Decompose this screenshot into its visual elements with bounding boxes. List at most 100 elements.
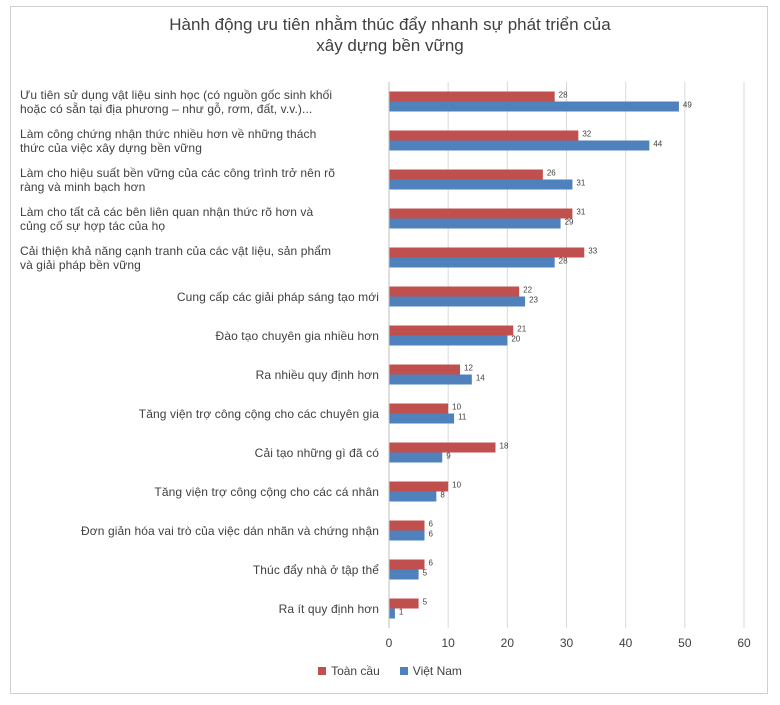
category-label-3-line-1: củng cố sự hợp tác của họ: [20, 218, 166, 233]
x-tick-label-60: 60: [737, 636, 751, 650]
legend-label-global: Toàn cầu: [331, 664, 380, 678]
bar-global-9: [389, 442, 496, 453]
data-label-vietnam-13: 1: [399, 608, 404, 617]
category-label-3-line-0: Làm cho tất cả các bên liên quan nhận th…: [20, 204, 314, 219]
bar-global-12: [389, 559, 425, 570]
category-label-1: Làm công chứng nhận thức nhiều hơn về nh…: [20, 127, 379, 155]
data-label-global-6: 21: [517, 325, 526, 334]
bar-vietnam-6: [389, 335, 508, 346]
data-label-global-3: 31: [576, 208, 585, 217]
bar-global-4: [389, 247, 585, 258]
bar-global-10: [389, 481, 449, 492]
category-label-11-line-0: Đơn giản hóa vai trò của việc dán nhãn v…: [81, 523, 379, 538]
category-label-4: Cải thiện khả năng cạnh tranh của các vậ…: [20, 244, 379, 272]
data-label-vietnam-9: 9: [446, 452, 451, 461]
legend: Toàn cầu Việt Nam: [0, 664, 780, 678]
data-label-vietnam-7: 14: [476, 374, 485, 383]
category-label-4-line-1: và giải pháp bền vững: [20, 257, 141, 272]
data-label-vietnam-8: 11: [458, 413, 467, 422]
category-label-0: Ưu tiên sử dụng vật liệu sinh học (có ng…: [20, 88, 379, 116]
x-tick-label-0: 0: [386, 636, 393, 650]
category-label-8: Tăng viện trợ công cộng cho các chuyên g…: [20, 407, 379, 421]
bar-global-3: [389, 208, 573, 219]
category-label-2-line-0: Làm cho hiệu suất bền vững của các công …: [20, 165, 336, 180]
bar-global-0: [389, 91, 555, 102]
category-label-6: Đào tạo chuyên gia nhiều hơn: [20, 329, 379, 343]
x-tick-label-50: 50: [678, 636, 692, 650]
category-label-1-line-0: Làm công chứng nhận thức nhiều hơn về nh…: [20, 126, 317, 141]
data-label-vietnam-1: 44: [653, 140, 662, 149]
chart-title: Hành động ưu tiên nhằm thúc đẩy nhanh sự…: [0, 14, 780, 56]
category-label-8-line-0: Tăng viện trợ công cộng cho các chuyên g…: [138, 406, 379, 421]
legend-swatch-vietnam: [399, 667, 408, 675]
legend-item-global: Toàn cầu: [318, 664, 380, 678]
category-label-12: Thúc đẩy nhà ở tập thể: [20, 563, 379, 577]
bar-global-8: [389, 403, 449, 414]
category-label-2-line-1: ràng và minh bạch hơn: [20, 179, 146, 194]
category-label-7-line-0: Ra nhiều quy định hơn: [255, 367, 379, 382]
data-label-vietnam-5: 23: [529, 296, 538, 305]
x-tick-label-40: 40: [619, 636, 633, 650]
bar-vietnam-0: [389, 101, 679, 112]
data-label-global-9: 18: [500, 442, 509, 451]
x-tick-label-10: 10: [441, 636, 455, 650]
category-label-9-line-0: Cải tạo những gì đã có: [254, 445, 379, 460]
data-label-vietnam-11: 6: [429, 530, 434, 539]
data-label-vietnam-0: 49: [683, 101, 692, 110]
data-label-global-4: 33: [588, 247, 597, 256]
category-label-5-line-0: Cung cấp các giải pháp sáng tạo mới: [176, 289, 379, 304]
category-label-6-line-0: Đào tạo chuyên gia nhiều hơn: [215, 328, 379, 343]
bar-vietnam-10: [389, 491, 437, 502]
bar-global-13: [389, 598, 419, 609]
data-label-global-2: 26: [547, 169, 556, 178]
category-label-0-line-0: Ưu tiên sử dụng vật liệu sinh học (có ng…: [20, 87, 333, 102]
data-label-global-10: 10: [452, 481, 461, 490]
category-label-9: Cải tạo những gì đã có: [20, 446, 379, 460]
data-label-global-13: 5: [423, 598, 428, 607]
legend-swatch-global: [318, 667, 327, 675]
bar-global-11: [389, 520, 425, 531]
category-label-12-line-0: Thúc đẩy nhà ở tập thể: [252, 562, 379, 577]
bar-vietnam-9: [389, 452, 443, 463]
x-tick-label-20: 20: [501, 636, 515, 650]
bar-global-7: [389, 364, 461, 375]
data-label-vietnam-10: 8: [440, 491, 445, 500]
data-label-global-5: 22: [523, 286, 532, 295]
data-label-global-7: 12: [464, 364, 473, 373]
category-label-2: Làm cho hiệu suất bền vững của các công …: [20, 166, 379, 194]
bar-vietnam-1: [389, 140, 650, 151]
data-label-global-12: 6: [429, 559, 434, 568]
data-label-global-1: 32: [582, 130, 591, 139]
bar-global-2: [389, 169, 543, 180]
bar-global-5: [389, 286, 520, 297]
chart-title-line-1: Hành động ưu tiên nhằm thúc đẩy nhanh sự…: [169, 15, 611, 34]
data-label-vietnam-6: 20: [511, 335, 520, 344]
bar-vietnam-13: [389, 608, 395, 619]
bar-global-6: [389, 325, 514, 336]
category-label-1-line-1: thức của việc xây dựng bền vững: [20, 140, 202, 155]
bar-vietnam-11: [389, 530, 425, 541]
data-label-vietnam-4: 28: [559, 257, 568, 266]
category-label-7: Ra nhiều quy định hơn: [20, 368, 379, 382]
bar-vietnam-5: [389, 296, 526, 307]
category-label-4-line-0: Cải thiện khả năng cạnh tranh của các vậ…: [20, 243, 332, 258]
bar-vietnam-4: [389, 257, 555, 268]
bar-vietnam-2: [389, 179, 573, 190]
bar-vietnam-3: [389, 218, 561, 229]
category-label-10-line-0: Tăng viện trợ công cộng cho các cá nhân: [154, 484, 379, 499]
category-label-0-line-1: hoặc có sẵn tại địa phương – như gỗ, rơm…: [20, 101, 313, 116]
category-label-13: Ra ít quy định hơn: [20, 602, 379, 616]
category-label-10: Tăng viện trợ công cộng cho các cá nhân: [20, 485, 379, 499]
x-tick-label-30: 30: [560, 636, 574, 650]
data-label-vietnam-12: 5: [423, 569, 428, 578]
legend-label-vietnam: Việt Nam: [412, 664, 462, 678]
data-label-global-0: 28: [559, 91, 568, 100]
category-label-13-line-0: Ra ít quy định hơn: [278, 601, 379, 616]
bar-vietnam-12: [389, 569, 419, 580]
legend-item-vietnam: Việt Nam: [399, 664, 462, 678]
category-label-5: Cung cấp các giải pháp sáng tạo mới: [20, 290, 379, 304]
data-label-vietnam-3: 29: [565, 218, 574, 227]
bar-global-1: [389, 130, 579, 141]
chart-title-line-2: xây dựng bền vững: [316, 36, 464, 55]
